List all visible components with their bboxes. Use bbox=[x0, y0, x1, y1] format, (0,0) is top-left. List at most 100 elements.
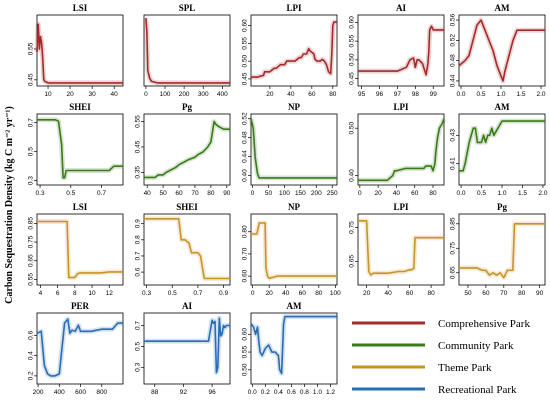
x-tick-label: 60 bbox=[299, 290, 307, 297]
x-tick-label: 80 bbox=[329, 91, 337, 98]
series-line bbox=[251, 21, 337, 78]
x-tick-label: 95 bbox=[358, 91, 366, 98]
x-tick-label: 10 bbox=[44, 91, 52, 98]
panel-title: NP bbox=[288, 102, 300, 112]
x-tick-label: 1.0 bbox=[496, 91, 505, 98]
x-tick-label: 0.3 bbox=[36, 190, 45, 197]
panel-frame bbox=[458, 14, 546, 87]
x-tick-label: 0.0 bbox=[456, 91, 465, 98]
y-tick-label: 0.6 bbox=[135, 267, 142, 276]
series-line bbox=[37, 220, 123, 279]
y-tick-label: 0.5 bbox=[28, 147, 35, 156]
y-tick-label: 0.45 bbox=[242, 72, 249, 85]
x-tick-label: 96 bbox=[208, 389, 216, 396]
legend-label: Recreational Park bbox=[438, 384, 517, 396]
panel-pg-community-park: Pg 40 50 60 70 80 90 0.35 0.45 0.55 bbox=[135, 102, 231, 197]
x-tick-label: 70 bbox=[191, 190, 199, 197]
x-tick-label: 0.4 bbox=[274, 389, 283, 396]
y-tick-label: 0.6 bbox=[28, 330, 35, 339]
x-tick-label: 200 bbox=[33, 389, 44, 396]
panel-np-community-park: NP 0 50 100 150 200 250 0.40 0.44 0.48 0.52 bbox=[242, 102, 338, 197]
y-tick-label: 0.55 bbox=[242, 345, 249, 358]
y-tick-label: 0.8 bbox=[135, 235, 142, 244]
x-tick-label: 80 bbox=[429, 190, 437, 197]
panel-ai-recreational-park: AI 88 92 96 0.3 0.5 0.7 bbox=[135, 301, 231, 396]
y-tick-label: 0.45 bbox=[28, 73, 35, 86]
panel-frame bbox=[250, 14, 338, 87]
y-tick-label: 0.52 bbox=[242, 112, 249, 125]
panel-frame bbox=[357, 14, 445, 87]
y-tick-label: 0.60 bbox=[242, 328, 249, 341]
x-tick-label: 90 bbox=[536, 290, 544, 297]
panel-title: Pg bbox=[497, 202, 507, 212]
x-tick-label: 0.7 bbox=[97, 190, 106, 197]
panel-am-community-park: AM 0.0 0.5 1.0 1.5 2.0 0.41 0.43 bbox=[450, 102, 548, 197]
series-line bbox=[36, 23, 123, 84]
y-tick-label: 0.65 bbox=[28, 254, 35, 267]
y-tick-label: 0.65 bbox=[349, 255, 356, 268]
x-tick-label: 300 bbox=[198, 91, 209, 98]
y-tick-label: 0.55 bbox=[349, 34, 356, 47]
panel-title: SHEI bbox=[69, 102, 91, 112]
panel-pg-theme-park: Pg 50 60 70 80 90 0.65 0.75 0.85 bbox=[450, 202, 546, 297]
series-line bbox=[145, 18, 230, 84]
panel-shei-theme-park: SHEI 0.3 0.5 0.7 0.9 0.6 0.7 0.8 0.9 bbox=[135, 202, 231, 297]
x-tick-label: 12 bbox=[106, 290, 114, 297]
y-tick-label: 0.44 bbox=[450, 74, 457, 87]
y-tick-label: 0.48 bbox=[450, 54, 457, 67]
y-tick-label: 0.45 bbox=[135, 140, 142, 153]
y-tick-label: 0.3 bbox=[28, 176, 35, 185]
panel-title: AM bbox=[495, 3, 510, 13]
y-tick-label: 0.35 bbox=[135, 166, 142, 179]
legend-item-community-park: Community Park bbox=[352, 340, 514, 352]
panel-title: AI bbox=[396, 3, 406, 13]
panel-am-recreational-park: AM 0.0 0.2 0.4 0.6 0.8 1.0 1.2 0.50 0.55 0.60 bbox=[242, 301, 338, 396]
x-tick-label: 60 bbox=[406, 290, 414, 297]
panel-title: AI bbox=[182, 301, 192, 311]
panel-frame bbox=[458, 113, 546, 186]
panel-title: LSI bbox=[73, 3, 88, 13]
x-tick-label: 1.0 bbox=[497, 190, 506, 197]
panel-per-recreational-park: PER 200 400 600 800 0.2 0.4 0.6 bbox=[28, 301, 124, 396]
panel-title: LSI bbox=[73, 202, 88, 212]
y-tick-label: 0.50 bbox=[349, 53, 356, 66]
legend-item-theme-park: Theme Park bbox=[352, 362, 492, 374]
series-line bbox=[459, 120, 545, 172]
legend-item-recreational-park: Recreational Park bbox=[352, 384, 517, 396]
x-tick-label: 97 bbox=[394, 91, 402, 98]
panel-lpi-theme-park: LPI 20 40 60 80 0.65 0.75 bbox=[349, 202, 445, 297]
legend: Comprehensive Park Community Park Theme Pa… bbox=[352, 318, 530, 396]
panel-title: SPL bbox=[179, 3, 196, 13]
x-tick-label: 0.3 bbox=[142, 290, 151, 297]
x-tick-label: 1.2 bbox=[326, 389, 335, 396]
y-tick-label: 0.2 bbox=[28, 371, 35, 380]
y-tick-label: 0.80 bbox=[242, 225, 249, 238]
x-tick-label: 60 bbox=[175, 190, 183, 197]
y-tick-label: 0.75 bbox=[450, 242, 457, 255]
x-tick-label: 400 bbox=[54, 389, 65, 396]
series-line bbox=[358, 220, 444, 276]
panel-frame bbox=[36, 113, 124, 186]
y-tick-label: 0.56 bbox=[450, 13, 457, 26]
x-tick-label: 70 bbox=[500, 290, 508, 297]
series-line bbox=[36, 318, 123, 377]
x-tick-label: 0 bbox=[251, 190, 255, 197]
y-tick-label: 0.55 bbox=[28, 42, 35, 55]
x-tick-label: 96 bbox=[376, 91, 384, 98]
x-tick-label: 50 bbox=[159, 190, 167, 197]
x-tick-label: 50 bbox=[464, 290, 472, 297]
x-tick-label: 80 bbox=[315, 290, 323, 297]
x-tick-label: 10 bbox=[88, 290, 96, 297]
y-tick-label: 0.50 bbox=[242, 363, 249, 376]
legend-label: Theme Park bbox=[438, 362, 492, 374]
series-line bbox=[358, 25, 444, 76]
panel-title: Pg bbox=[182, 102, 192, 112]
y-tick-label: 0.5 bbox=[135, 342, 142, 351]
series-line bbox=[37, 119, 123, 179]
x-tick-label: 30 bbox=[89, 91, 97, 98]
x-tick-label: 1.5 bbox=[518, 190, 527, 197]
x-tick-label: 40 bbox=[111, 91, 119, 98]
x-tick-label: 0.5 bbox=[168, 290, 177, 297]
y-tick-label: 0.60 bbox=[242, 269, 249, 282]
